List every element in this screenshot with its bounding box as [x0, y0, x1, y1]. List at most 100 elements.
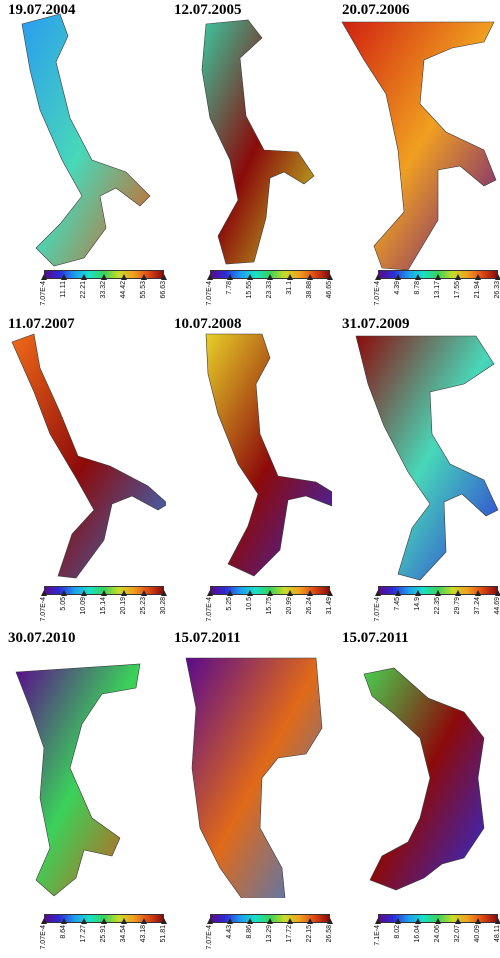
colorbar-tick-marker	[327, 590, 333, 596]
colorbar-tick-marker	[415, 590, 421, 596]
colorbar-tick-label: 7.45	[394, 597, 401, 611]
colorbar-tick-marker	[327, 274, 333, 280]
colorbar-tick-label: 44.42	[120, 281, 127, 299]
colorbar: 7.07E-4 4.39 8.78 13.17 17.55 21.94 26.33	[374, 270, 500, 314]
colorbar-tick-label: 26.24	[306, 597, 313, 615]
reservoir-map	[355, 335, 499, 581]
colorbar-tick-marker	[415, 918, 421, 924]
colorbar-tick-label: 37.24	[474, 597, 481, 615]
colorbar-tick-label: 7.07E-4	[40, 597, 47, 622]
colorbar-tick-marker	[41, 274, 47, 280]
panel-date: 20.07.2006	[342, 2, 410, 18]
colorbar-tick-marker	[307, 918, 313, 924]
colorbar-tick-label: 8.02	[394, 925, 401, 939]
colorbar-tick-marker	[435, 918, 441, 924]
colorbar: 7.07E-4 8.64 17.27 25.91 34.54 43.18 51.81	[40, 914, 167, 958]
reservoir-map	[205, 333, 332, 577]
map-panel: 19.07.2004 7.07E-4 11.11 22.21 33.32 44.42 55.…	[0, 0, 167, 314]
reservoir-map	[201, 19, 315, 265]
panel-date: 19.07.2004	[8, 2, 76, 18]
colorbar-tick-marker	[455, 590, 461, 596]
colorbar-tick-marker	[207, 274, 213, 280]
colorbar-tick-label: 5.25	[226, 597, 233, 611]
colorbar-tick-label: 15.55	[246, 281, 253, 299]
colorbar-tick-label: 7.07E-4	[40, 925, 47, 950]
colorbar: 7.07E-4 5.25 10.5 15.75 20.99 26.24 31.49	[206, 586, 333, 630]
colorbar: 7.07E-4 4.43 8.86 13.29 17.72 22.15 26.58	[206, 914, 333, 958]
colorbar-tick-label: 22.35	[434, 597, 441, 615]
colorbar-tick-label: 5.05	[60, 597, 67, 611]
colorbar-tick-marker	[267, 590, 273, 596]
water-body	[363, 667, 485, 891]
reservoir-map	[341, 21, 497, 270]
colorbar-tick-label: 55.53	[140, 281, 147, 299]
colorbar-tick-label: 34.54	[120, 925, 127, 943]
colorbar-tick-marker	[161, 274, 167, 280]
colorbar-tick-marker	[475, 918, 481, 924]
colorbar-tick-marker	[227, 918, 233, 924]
panel-date: 11.07.2007	[8, 316, 75, 332]
colorbar-tick-marker	[81, 274, 87, 280]
reservoir-map	[363, 667, 485, 891]
colorbar-tick-marker	[267, 274, 273, 280]
colorbar-tick-label: 8.86	[246, 925, 253, 939]
colorbar-tick-label: 20.19	[120, 597, 127, 615]
colorbar: 7.07E-4 7.78 15.55 23.33 31.1 38.88 46.65	[206, 270, 333, 314]
colorbar-tick-marker	[101, 590, 107, 596]
colorbar-tick-marker	[307, 590, 313, 596]
colorbar-tick-label: 22.21	[80, 281, 87, 299]
reservoir-map	[11, 333, 166, 579]
colorbar-tick-marker	[101, 918, 107, 924]
reservoir-map	[21, 13, 151, 267]
colorbar-tick-marker	[141, 590, 147, 596]
colorbar-tick-marker	[227, 590, 233, 596]
colorbar-tick-marker	[121, 274, 127, 280]
colorbar-tick-label: 8.64	[60, 925, 67, 939]
colorbar-tick-marker	[455, 918, 461, 924]
colorbar-tick-marker	[267, 918, 273, 924]
colorbar-tick-marker	[161, 918, 167, 924]
colorbar-tick-label: 31.1	[286, 281, 293, 295]
colorbar-tick-marker	[121, 590, 127, 596]
colorbar-tick-label: 15.75	[266, 597, 273, 615]
colorbar-tick-marker	[475, 590, 481, 596]
colorbar-tick-marker	[41, 590, 47, 596]
colorbar-tick-marker	[207, 918, 213, 924]
colorbar-tick-label: 7.07E-4	[206, 281, 213, 306]
panel-date: 15.07.2011	[174, 630, 241, 646]
colorbar-tick-label: 7.07E-4	[374, 597, 381, 622]
colorbar-tick-label: 14.9	[414, 597, 421, 611]
panel-date: 30.07.2010	[8, 630, 76, 646]
panel-date: 31.07.2009	[342, 316, 410, 332]
map-panel: 20.07.2006 7.07E-4 4.39 8.78 13.17 17.55 21.94…	[334, 0, 500, 314]
colorbar-tick-label: 26.33	[494, 281, 500, 299]
colorbar-tick-label: 8.78	[414, 281, 421, 295]
colorbar-tick-label: 13.29	[266, 925, 273, 943]
colorbar-tick-label: 20.99	[286, 597, 293, 615]
colorbar: 7.07E-4 5.05 10.09 15.14 20.19 25.23 30.28	[40, 586, 167, 630]
colorbar-tick-marker	[227, 274, 233, 280]
colorbar-tick-marker	[375, 274, 381, 280]
colorbar-tick-label: 31.49	[326, 597, 333, 615]
colorbar-tick-marker	[61, 918, 67, 924]
colorbar-tick-marker	[327, 918, 333, 924]
colorbar-tick-label: 25.23	[140, 597, 147, 615]
colorbar-tick-marker	[61, 274, 67, 280]
colorbar-tick-label: 22.15	[306, 925, 313, 943]
colorbar-tick-marker	[395, 590, 401, 596]
colorbar: 7.07E-4 11.11 22.21 33.32 44.42 55.53 66.63	[40, 270, 167, 314]
colorbar-tick-label: 11.11	[60, 281, 67, 298]
colorbar-tick-marker	[375, 918, 381, 924]
colorbar-tick-marker	[247, 590, 253, 596]
colorbar-tick-label: 48.11	[494, 925, 500, 942]
colorbar-tick-label: 4.39	[394, 281, 401, 295]
water-body	[15, 663, 141, 897]
colorbar-tick-label: 17.55	[454, 281, 461, 299]
map-panel: 10.07.2008 7.07E-4 5.25 10.5 15.75 20.99 26.24…	[166, 314, 333, 630]
colorbar-tick-marker	[287, 274, 293, 280]
colorbar-tick-label: 7.07E-4	[206, 925, 213, 950]
colorbar-tick-label: 17.72	[286, 925, 293, 943]
colorbar-tick-label: 7.1E-4	[374, 925, 381, 946]
water-body	[11, 333, 166, 579]
colorbar-tick-marker	[101, 274, 107, 280]
